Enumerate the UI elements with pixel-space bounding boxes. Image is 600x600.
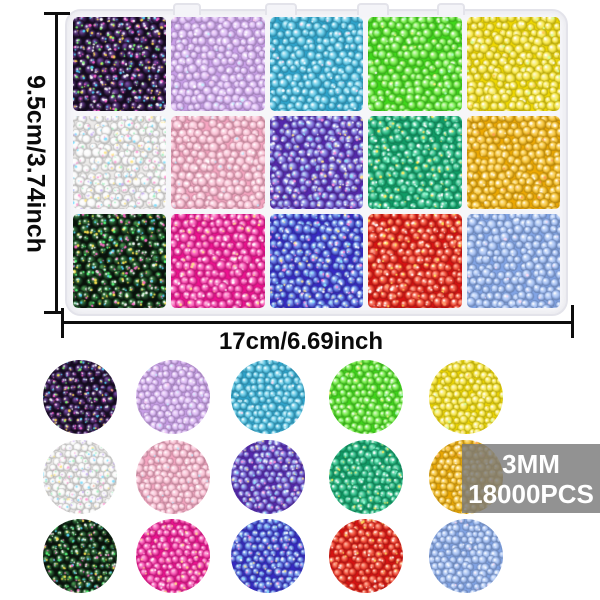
bead-compartment-red-ab (368, 214, 462, 308)
bead-texture (368, 115, 462, 210)
bead-texture (368, 17, 462, 111)
bead-compartment-jade-green-ab (368, 115, 462, 210)
bead-texture (231, 519, 305, 593)
width-dimension-line (61, 321, 574, 324)
height-dimension-cap-top (44, 12, 70, 15)
bead-swatch-jade-green-ab (329, 440, 403, 514)
bead-texture (43, 440, 117, 514)
bead-swatch-violet-ab (231, 440, 305, 514)
bead-texture (466, 17, 560, 111)
spec-size-label: 3MM (502, 448, 560, 479)
bead-swatch-periwinkle-ab (429, 519, 503, 593)
bead-swatch-white-ab (43, 440, 117, 514)
bead-texture (136, 519, 210, 593)
bead-swatch-red-ab (329, 519, 403, 593)
bead-compartment-dark-emerald-ab (73, 214, 167, 308)
bead-compartment-amber-ab (466, 115, 560, 210)
width-dimension-tick-right (571, 305, 574, 338)
bead-swatch-blue-violet-ab (231, 519, 305, 593)
bead-texture (43, 360, 117, 434)
bead-compartment-lavender-ab (171, 17, 265, 111)
bead-compartment-pink-ab (171, 115, 265, 210)
bead-swatch-cyan-blue-ab (231, 360, 305, 434)
height-dimension-line (55, 12, 58, 314)
bead-texture (171, 17, 265, 111)
bead-texture (429, 519, 503, 593)
bead-compartment-violet-ab (269, 115, 364, 210)
bead-texture (466, 214, 560, 308)
bead-texture (73, 17, 167, 111)
bead-texture (171, 115, 265, 210)
bead-compartment-periwinkle-ab (466, 214, 560, 308)
bead-texture (136, 440, 210, 514)
bead-compartment-dark-purple-ab (73, 17, 167, 111)
bead-swatch-magenta-ab (136, 519, 210, 593)
bead-swatch-dark-emerald-ab (43, 519, 117, 593)
bead-swatch-pink-ab (136, 440, 210, 514)
bead-compartment-magenta-ab (171, 214, 265, 308)
bead-texture (43, 519, 117, 593)
bead-swatch-neon-green-ab (329, 360, 403, 434)
spec-count-label: 18000PCS (468, 478, 594, 509)
bead-compartment-yellow-ab (466, 17, 560, 111)
bead-compartment-neon-green-ab (368, 17, 462, 111)
bead-texture (269, 115, 364, 210)
bead-texture (269, 17, 364, 111)
box-lid-tab (357, 3, 389, 15)
box-lid-tab (437, 3, 465, 15)
height-dimension-cap-bottom (44, 311, 63, 314)
bead-texture (73, 115, 167, 210)
box-lid-tab (265, 3, 297, 15)
box-lid-tab (173, 3, 201, 15)
storage-box (65, 3, 568, 316)
bead-swatch-lavender-ab (136, 360, 210, 434)
bead-texture (231, 440, 305, 514)
spec-banner: 3MM 18000PCS (462, 444, 600, 513)
bead-swatch-dark-purple-ab (43, 360, 117, 434)
width-dimension-tick-left (61, 308, 64, 338)
bead-swatch-yellow-ab (429, 360, 503, 434)
bead-texture (73, 214, 167, 308)
width-dimension-label: 17cm/6.69inch (218, 328, 384, 355)
height-dimension-label: 9.5cm/3.74inch (21, 75, 50, 253)
bead-texture (329, 360, 403, 434)
bead-texture (329, 440, 403, 514)
compartment-grid (73, 17, 560, 308)
bead-texture (171, 214, 265, 308)
bead-compartment-cyan-blue-ab (269, 17, 364, 111)
bead-texture (136, 360, 210, 434)
bead-texture (429, 360, 503, 434)
bead-texture (466, 115, 560, 210)
bead-texture (368, 214, 462, 308)
bead-texture (269, 214, 364, 308)
bead-compartment-white-ab (73, 115, 167, 210)
bead-texture (329, 519, 403, 593)
bead-compartment-blue-violet-ab (269, 214, 364, 308)
bead-texture (231, 360, 305, 434)
